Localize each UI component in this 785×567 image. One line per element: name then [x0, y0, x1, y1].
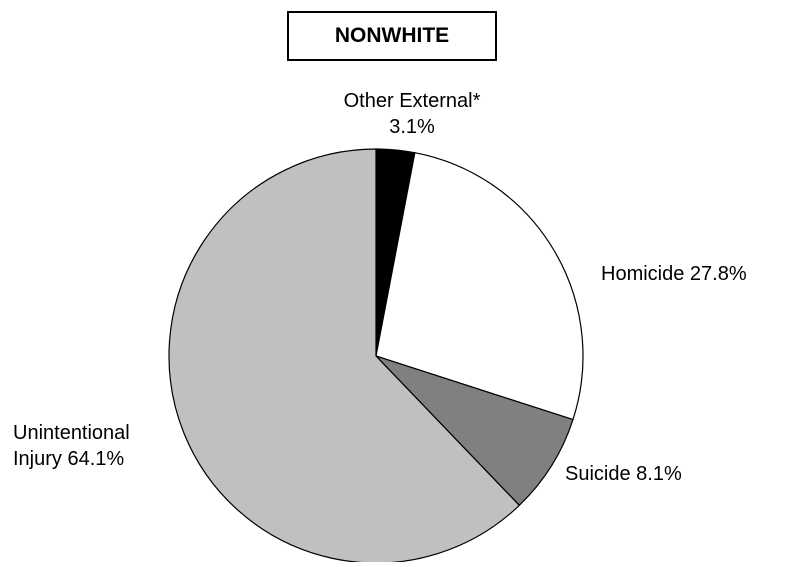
label-other-external: Other External* 3.1%	[312, 88, 512, 140]
pie-slice-unintentional-injury	[168, 148, 520, 564]
pie-slice-suicide	[375, 355, 574, 506]
label-homicide: Homicide 27.8%	[601, 261, 747, 287]
label-other-external-line2: 3.1%	[389, 116, 435, 138]
label-homicide-line1: Homicide 27.8%	[601, 263, 747, 285]
label-suicide: Suicide 8.1%	[565, 461, 682, 487]
label-unintentional-line1: Unintentional	[13, 422, 130, 444]
label-suicide-line1: Suicide 8.1%	[565, 463, 682, 485]
label-unintentional-line2: Injury 64.1%	[13, 448, 125, 470]
label-other-external-line1: Other External*	[343, 90, 481, 112]
pie-slice-homicide	[375, 152, 584, 421]
chart-title: NONWHITE	[287, 11, 497, 61]
label-unintentional: Unintentional Injury 64.1%	[13, 420, 130, 472]
